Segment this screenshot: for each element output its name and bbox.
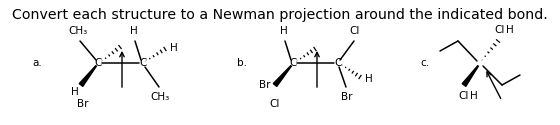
Text: H: H — [470, 91, 478, 101]
Text: C: C — [139, 58, 147, 68]
Text: CH₃: CH₃ — [151, 92, 170, 102]
Text: H: H — [130, 26, 138, 36]
Text: b.: b. — [237, 58, 247, 68]
Text: H: H — [506, 25, 514, 35]
Text: Br: Br — [341, 92, 353, 102]
Polygon shape — [273, 66, 291, 86]
Text: Br: Br — [77, 99, 88, 109]
Text: c.: c. — [420, 58, 429, 68]
Text: C: C — [290, 58, 297, 68]
Text: CH₃: CH₃ — [68, 26, 87, 36]
Text: H: H — [71, 87, 79, 97]
Text: Br: Br — [259, 80, 271, 90]
Polygon shape — [462, 66, 478, 86]
Polygon shape — [79, 66, 96, 86]
Text: C: C — [334, 58, 342, 68]
Text: a.: a. — [32, 58, 42, 68]
Text: Cl: Cl — [270, 99, 280, 109]
Text: C: C — [94, 58, 102, 68]
Text: Cl: Cl — [350, 26, 360, 36]
Text: Cl: Cl — [494, 25, 505, 35]
Text: H: H — [170, 43, 178, 53]
Text: H: H — [280, 26, 288, 36]
Text: Convert each structure to a Newman projection around the indicated bond.: Convert each structure to a Newman proje… — [12, 8, 548, 22]
Text: Cl: Cl — [458, 91, 468, 101]
Text: H: H — [365, 74, 373, 84]
